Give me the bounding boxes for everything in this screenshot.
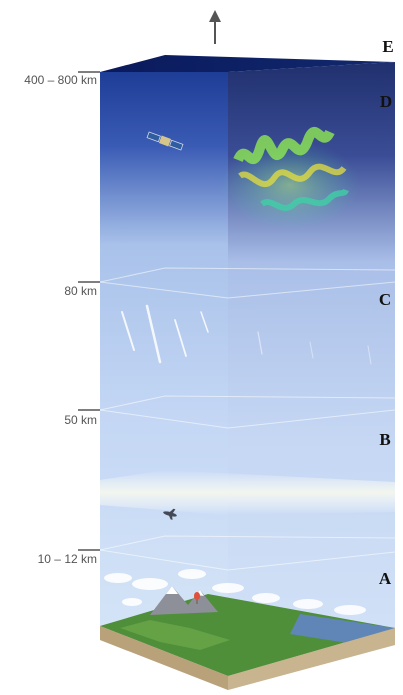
altitude-label-mesopause: 80 km — [64, 284, 97, 298]
layer-label-c: C — [379, 290, 391, 309]
airplane-icon — [163, 508, 177, 520]
layer-boundaries — [99, 267, 396, 571]
column-front-face — [100, 72, 228, 690]
column-top-face — [100, 55, 395, 72]
altitude-ticks — [78, 71, 100, 551]
up-arrow-icon — [209, 10, 221, 44]
meteor-icon — [121, 304, 372, 365]
altitude-label-stratopause: 50 km — [64, 413, 97, 427]
ground — [100, 594, 395, 690]
balloon-icon — [194, 592, 200, 604]
layer-label-d: D — [380, 92, 392, 111]
layer-label-e: E — [382, 37, 393, 56]
mountain-icon — [150, 586, 218, 615]
cloud-icon — [100, 470, 395, 515]
layer-label-b: B — [379, 430, 390, 449]
low-clouds — [104, 569, 366, 615]
layer-label-a: A — [379, 569, 392, 588]
altitude-label-tropopause: 10 – 12 km — [38, 552, 97, 566]
satellite-icon — [146, 131, 184, 151]
aurora-icon — [220, 127, 360, 230]
altitude-label-exosphere-base: 400 – 800 km — [24, 73, 97, 87]
